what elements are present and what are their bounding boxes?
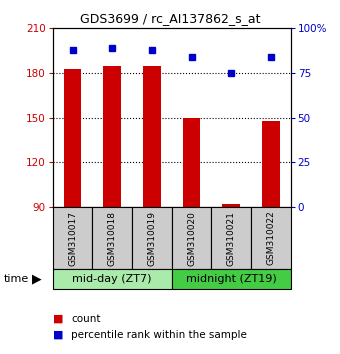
Text: count: count [71,314,101,324]
Bar [143,65,161,207]
Text: percentile rank within the sample: percentile rank within the sample [71,330,247,339]
Text: GSM310019: GSM310019 [147,211,156,266]
Text: midnight (ZT19): midnight (ZT19) [186,274,276,284]
Text: time: time [3,274,29,284]
Bar [103,65,121,207]
Text: ■: ■ [53,330,63,339]
Bar [211,207,251,269]
Text: GSM310017: GSM310017 [68,211,77,266]
Text: GSM310018: GSM310018 [108,211,117,266]
Text: mid-day (ZT7): mid-day (ZT7) [72,274,152,284]
Bar [92,207,132,269]
Bar [132,207,172,269]
Text: GDS3699 / rc_AI137862_s_at: GDS3699 / rc_AI137862_s_at [80,12,260,25]
Bar [251,207,291,269]
Bar [53,207,92,269]
Text: GSM310022: GSM310022 [266,211,275,266]
Bar [183,118,201,207]
Text: ■: ■ [53,314,63,324]
Bar [53,269,172,289]
Bar [172,207,211,269]
Bar [222,204,240,207]
Text: ▶: ▶ [32,272,42,285]
Bar [262,121,280,207]
Bar [64,69,82,207]
Bar [172,269,291,289]
Text: GSM310021: GSM310021 [227,211,236,266]
Text: GSM310020: GSM310020 [187,211,196,266]
